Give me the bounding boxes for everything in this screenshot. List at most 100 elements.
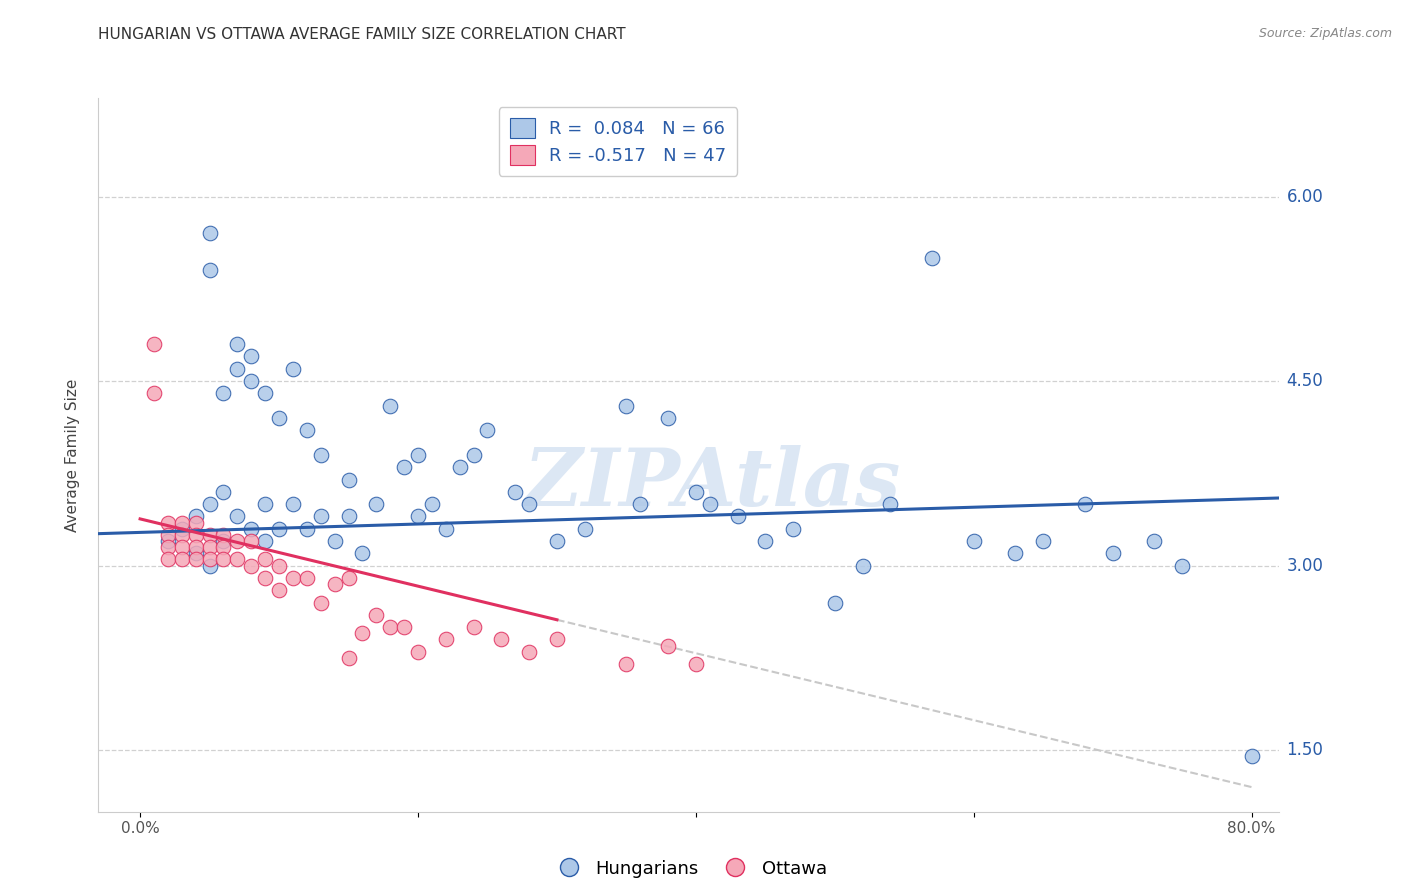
Point <box>434 522 457 536</box>
Point <box>198 528 221 542</box>
Point <box>337 473 360 487</box>
Point <box>170 552 193 566</box>
Point <box>212 534 235 549</box>
Point <box>226 337 249 351</box>
Point <box>254 386 277 401</box>
Point <box>406 645 429 659</box>
Text: HUNGARIAN VS OTTAWA AVERAGE FAMILY SIZE CORRELATION CHART: HUNGARIAN VS OTTAWA AVERAGE FAMILY SIZE … <box>98 27 626 42</box>
Point <box>782 522 804 536</box>
Point <box>463 448 485 462</box>
Point <box>449 460 471 475</box>
Point <box>420 497 443 511</box>
Point <box>254 571 277 585</box>
Point <box>267 411 290 425</box>
Point <box>685 484 707 499</box>
Point <box>546 534 568 549</box>
Point <box>963 534 986 549</box>
Point <box>309 596 332 610</box>
Point <box>434 632 457 647</box>
Legend: Hungarians, Ottawa: Hungarians, Ottawa <box>543 853 835 885</box>
Point <box>380 620 402 634</box>
Point <box>616 399 638 413</box>
Point <box>921 251 943 265</box>
Point <box>198 263 221 277</box>
Point <box>366 607 388 622</box>
Point <box>156 552 179 566</box>
Text: ZIPAtlas: ZIPAtlas <box>524 445 901 522</box>
Point <box>1004 546 1026 560</box>
Point <box>198 227 221 241</box>
Point <box>616 657 638 671</box>
Point <box>143 386 166 401</box>
Point <box>184 546 207 560</box>
Text: 1.50: 1.50 <box>1286 741 1323 759</box>
Point <box>477 423 499 437</box>
Point <box>281 571 304 585</box>
Point <box>226 552 249 566</box>
Point <box>212 386 235 401</box>
Point <box>295 571 318 585</box>
Point <box>503 484 526 499</box>
Point <box>267 583 290 598</box>
Point <box>337 509 360 524</box>
Point <box>212 528 235 542</box>
Point <box>1240 749 1263 764</box>
Point <box>281 497 304 511</box>
Point <box>267 558 290 573</box>
Point <box>254 497 277 511</box>
Point <box>1032 534 1054 549</box>
Point <box>281 361 304 376</box>
Point <box>406 448 429 462</box>
Point <box>754 534 776 549</box>
Point <box>240 374 263 388</box>
Point <box>198 552 221 566</box>
Point <box>337 651 360 665</box>
Point <box>392 620 415 634</box>
Point <box>184 509 207 524</box>
Point <box>170 540 193 554</box>
Point <box>657 639 679 653</box>
Point <box>323 577 346 591</box>
Point <box>156 528 179 542</box>
Point <box>1074 497 1097 511</box>
Point <box>226 534 249 549</box>
Point <box>184 516 207 530</box>
Point <box>240 534 263 549</box>
Y-axis label: Average Family Size: Average Family Size <box>65 378 80 532</box>
Point <box>309 448 332 462</box>
Point <box>406 509 429 524</box>
Point <box>240 350 263 364</box>
Point <box>240 522 263 536</box>
Point <box>323 534 346 549</box>
Point <box>184 552 207 566</box>
Point <box>574 522 596 536</box>
Point <box>1143 534 1166 549</box>
Point <box>254 534 277 549</box>
Point <box>295 423 318 437</box>
Point <box>240 558 263 573</box>
Point <box>628 497 651 511</box>
Point <box>1101 546 1123 560</box>
Point <box>170 516 193 530</box>
Point <box>295 522 318 536</box>
Text: 6.00: 6.00 <box>1286 187 1323 205</box>
Point <box>212 540 235 554</box>
Point <box>184 540 207 554</box>
Point <box>517 645 540 659</box>
Point <box>491 632 513 647</box>
Point <box>727 509 749 524</box>
Point <box>352 546 374 560</box>
Point <box>352 626 374 640</box>
Point <box>879 497 901 511</box>
Point <box>546 632 568 647</box>
Point <box>212 484 235 499</box>
Point <box>254 552 277 566</box>
Text: Source: ZipAtlas.com: Source: ZipAtlas.com <box>1258 27 1392 40</box>
Point <box>156 534 179 549</box>
Point <box>309 509 332 524</box>
Text: 3.00: 3.00 <box>1286 557 1323 574</box>
Point <box>198 497 221 511</box>
Point <box>852 558 875 573</box>
Point <box>170 528 193 542</box>
Point <box>657 411 679 425</box>
